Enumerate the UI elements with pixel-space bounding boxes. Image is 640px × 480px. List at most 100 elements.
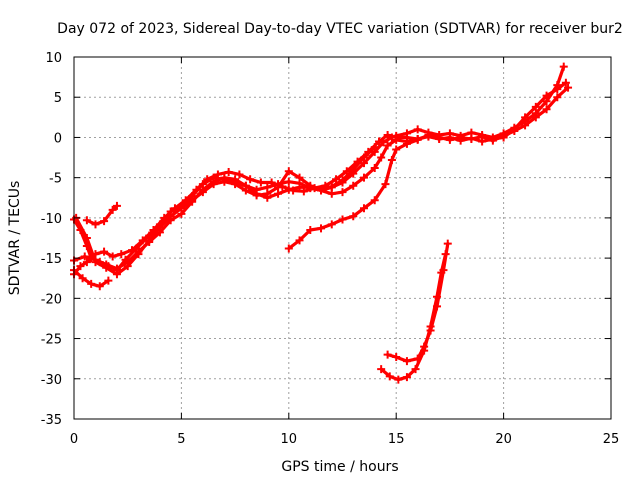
data-point — [102, 263, 111, 272]
data-point — [359, 153, 368, 162]
data-point — [564, 83, 573, 92]
series-line — [72, 86, 570, 276]
x-tick-label: 0 — [70, 432, 78, 447]
data-point — [377, 365, 386, 374]
data-point — [402, 373, 411, 382]
data-point — [349, 181, 358, 190]
data-point — [521, 113, 530, 122]
data-point — [559, 62, 568, 71]
data-point — [392, 353, 401, 362]
chart-title: Day 072 of 2023, Sidereal Day-to-day VTE… — [57, 21, 623, 37]
y-tick-label: -35 — [41, 413, 62, 428]
data-point — [359, 173, 368, 182]
data-point — [385, 372, 394, 381]
series-track-2 — [70, 83, 573, 279]
data-point — [383, 131, 392, 140]
data-point — [437, 268, 446, 277]
data-point — [338, 188, 347, 197]
data-point — [383, 141, 392, 150]
data-point — [80, 252, 89, 261]
data-point — [123, 262, 132, 271]
data-point — [553, 93, 562, 102]
axis-ticks: 0 5 10 15 20 25 -35 -30 -25 -20 -15 -10 -5 0 5 10 — [41, 51, 620, 447]
data-point — [284, 244, 293, 253]
data-point — [220, 177, 229, 186]
data-point — [375, 137, 384, 146]
data-point — [295, 173, 304, 182]
series-track-8 — [383, 239, 452, 366]
data-point — [370, 196, 379, 205]
y-tick-label: 0 — [54, 131, 62, 146]
plot-frame — [73, 56, 612, 420]
data-point — [413, 125, 422, 134]
data-point — [306, 181, 315, 190]
y-tick-label: 5 — [54, 91, 62, 106]
data-point — [213, 170, 222, 179]
x-tick-label: 10 — [281, 432, 298, 447]
data-point — [349, 212, 358, 221]
data-point — [317, 185, 326, 194]
data-point — [112, 201, 121, 210]
data-point — [531, 113, 540, 122]
series-track-6 — [82, 201, 121, 229]
data-point — [295, 236, 304, 245]
data-point — [392, 135, 401, 144]
data-point — [306, 225, 315, 234]
data-point — [166, 212, 175, 221]
data-point — [338, 176, 347, 185]
data-point — [231, 180, 240, 189]
data-point — [402, 139, 411, 148]
data-point — [177, 204, 186, 213]
data-point — [127, 246, 136, 255]
y-tick-label: -25 — [41, 333, 62, 348]
data-point — [78, 274, 87, 283]
data-point — [104, 276, 113, 285]
data-point — [160, 213, 169, 222]
y-axis-label: SDTVAR / TECUs — [7, 181, 23, 296]
data-point — [383, 350, 392, 359]
data-point — [145, 236, 154, 245]
data-point — [117, 250, 126, 259]
series-line — [379, 252, 448, 382]
data-point — [402, 357, 411, 366]
data-point — [91, 220, 100, 229]
data-point — [327, 182, 336, 191]
data-point — [521, 121, 530, 130]
data-point — [82, 234, 91, 242]
data-point — [100, 247, 109, 256]
data-point — [235, 170, 244, 179]
data-point — [95, 282, 104, 291]
data-point — [387, 155, 396, 164]
series-track-9 — [377, 250, 450, 384]
data-point — [441, 250, 450, 259]
data-point — [392, 145, 401, 154]
data-point — [424, 131, 433, 140]
data-point — [433, 292, 442, 301]
data-point — [456, 136, 465, 145]
data-point — [263, 189, 272, 198]
data-point — [542, 105, 551, 114]
data-point — [295, 183, 304, 192]
data-point — [510, 125, 519, 134]
data-point — [443, 239, 452, 248]
data-point — [349, 165, 358, 174]
data-point — [394, 375, 403, 384]
data-point — [241, 186, 250, 195]
data-point — [246, 175, 255, 184]
data-point — [267, 178, 276, 187]
x-tick-label: 25 — [603, 432, 620, 447]
data-point — [413, 135, 422, 144]
y-tick-label: -30 — [41, 373, 62, 388]
data-point — [224, 168, 233, 177]
data-point — [370, 143, 379, 152]
data-point — [284, 177, 293, 186]
data-point — [100, 217, 109, 226]
x-tick-label: 5 — [177, 432, 185, 447]
data-point — [426, 322, 435, 331]
data-point — [112, 270, 121, 279]
data-point — [542, 91, 551, 100]
data-point — [252, 191, 261, 200]
data-point — [445, 133, 454, 142]
data-point — [108, 205, 117, 214]
